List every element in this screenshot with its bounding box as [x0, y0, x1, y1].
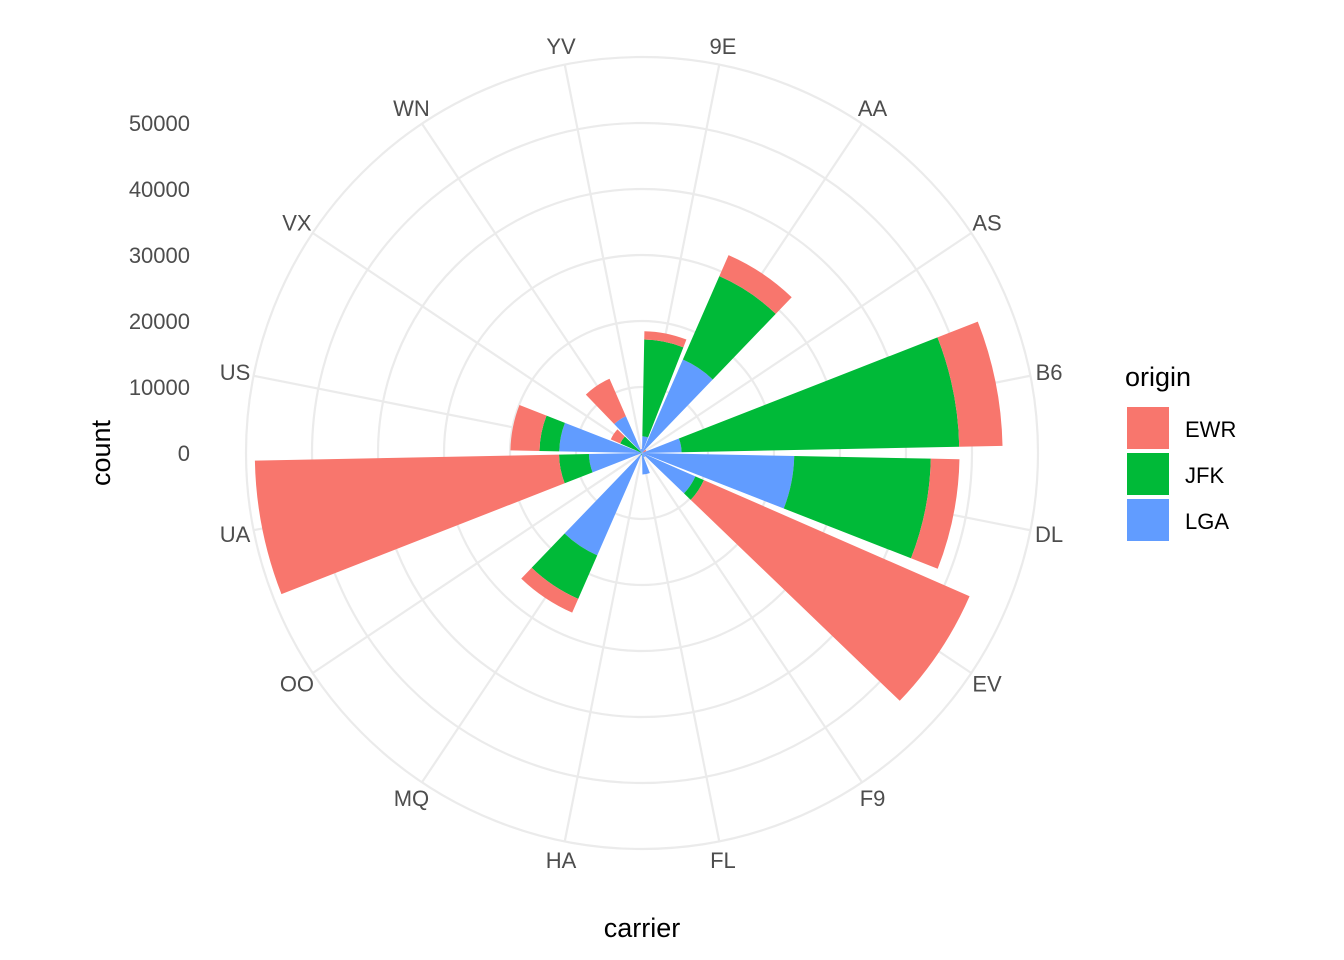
bar-lga-fl: [642, 453, 650, 475]
category-label: YV: [546, 34, 576, 59]
legend-label-lga: LGA: [1185, 509, 1229, 534]
bar-lga-b6: [642, 438, 682, 453]
bar-ewr-wn: [585, 378, 626, 425]
grid-spoke: [563, 64, 644, 454]
legend-key-jfk: [1127, 453, 1169, 495]
category-label: 9E: [710, 34, 737, 59]
bar-jfk-us: [539, 415, 565, 452]
bar-jfk-ua: [559, 454, 593, 484]
legend-label-jfk: JFK: [1185, 463, 1224, 488]
bar-ewr-aa: [719, 255, 792, 314]
category-label: US: [220, 360, 251, 385]
legend-title: origin: [1125, 362, 1191, 392]
bar-ewr-ua: [254, 454, 565, 595]
bar-jfk-dl: [783, 455, 931, 559]
legend-key-ewr: [1127, 407, 1169, 449]
category-label: EV: [972, 672, 1002, 697]
bar-ewr-dl: [910, 458, 960, 569]
bar-jfk-mq: [531, 533, 598, 599]
bar-lga-f9: [642, 453, 646, 458]
category-label: AS: [972, 210, 1001, 235]
bar-jfk-vx: [620, 436, 642, 453]
category-label: DL: [1035, 522, 1063, 547]
bar-lga-yv: [640, 449, 642, 453]
category-label: B6: [1036, 360, 1063, 385]
category-label: OO: [280, 672, 314, 697]
bar-ewr-us: [510, 405, 547, 451]
grid-ring: [442, 253, 842, 653]
legend-key-lga: [1127, 499, 1169, 541]
y-tick-label: 0: [178, 441, 190, 466]
y-tick-label: 10000: [129, 375, 190, 400]
bar-lga-aa: [642, 359, 713, 453]
y-axis-title: count: [86, 419, 116, 486]
bar-ewr-9e: [644, 331, 687, 348]
x-axis-title: carrier: [604, 913, 681, 943]
bar-ewr-vx: [610, 429, 625, 444]
category-label: FL: [710, 848, 736, 873]
bar-ewr-b6: [937, 321, 1003, 447]
category-label: WN: [393, 96, 430, 121]
grid-spoke: [312, 232, 643, 454]
bar-jfk-b6: [678, 337, 960, 453]
category-label: MQ: [394, 786, 429, 811]
grid-ring: [508, 319, 776, 587]
grid-spoke: [641, 452, 863, 783]
grid-spoke: [641, 232, 972, 454]
y-tick-label: 50000: [129, 111, 190, 136]
bar-lga-ev: [642, 453, 696, 494]
grid-ring: [574, 385, 710, 521]
bar-lga-9e: [642, 436, 649, 453]
category-labels: 9E AA AS B6 DL EV F9 FL HA MQ OO UA US VX WN YV: [220, 34, 1063, 873]
y-tick-label: 40000: [129, 177, 190, 202]
category-label: F9: [860, 786, 886, 811]
bar-lga-dl: [642, 453, 795, 509]
bar-lga-us: [559, 422, 642, 453]
bar-ewr-mq: [521, 567, 579, 613]
bar-jfk-ha: [641, 453, 642, 456]
bar-lga-ua: [588, 453, 642, 473]
grid-ring: [310, 121, 974, 785]
y-tick-label: 30000: [129, 243, 190, 268]
bar-lga-wn: [614, 416, 642, 453]
category-label: UA: [220, 522, 251, 547]
bar-jfk-9e: [642, 339, 684, 438]
bar-lga-mq: [564, 453, 642, 556]
y-tick-label: 20000: [129, 309, 190, 334]
grid-ring: [244, 55, 1040, 851]
bar-jfk-aa: [682, 276, 776, 380]
grid-ring: [376, 187, 908, 719]
grid-spoke: [563, 452, 644, 842]
bar-ewr-as: [642, 449, 647, 453]
bar-jfk-ev: [683, 476, 704, 500]
legend-label-ewr: EWR: [1185, 417, 1236, 442]
grid-spoke: [312, 452, 643, 674]
bar-ewr-ev: [690, 480, 970, 701]
legend: origin EWR JFK LGA: [1125, 362, 1236, 541]
category-label: VX: [282, 210, 312, 235]
y-tick-labels: 0 10000 20000 30000 40000 50000: [129, 111, 190, 466]
category-label: HA: [546, 848, 577, 873]
grid-spoke: [640, 452, 721, 842]
bars: [254, 255, 1003, 701]
category-label: AA: [858, 96, 888, 121]
